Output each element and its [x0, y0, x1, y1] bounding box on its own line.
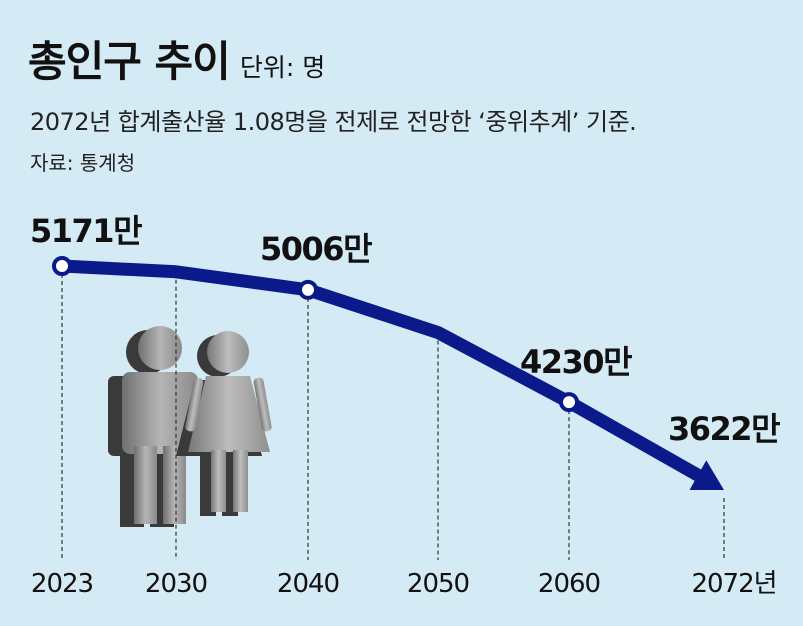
- data-labels: 5171만 5006만 4230만 3622만: [30, 212, 782, 448]
- chart-title: 총인구 추이: [28, 37, 231, 86]
- data-label: 3622만: [668, 410, 780, 448]
- data-point-marker: [298, 279, 318, 300]
- data-point-marker: [559, 392, 579, 413]
- title-row: 총인구 추이 단위: 명: [28, 28, 325, 89]
- data-label: 5171만: [30, 212, 142, 250]
- x-tick-label: 2050: [407, 569, 469, 599]
- data-label: 4230만: [520, 343, 632, 381]
- source-note: 자료: 통계청: [30, 151, 136, 175]
- data-label: 5006만: [260, 230, 372, 268]
- x-tick-label: 2030: [145, 569, 207, 599]
- arrow-head-icon: [689, 460, 724, 490]
- data-markers: [52, 256, 579, 413]
- x-tick-label: 2072년: [691, 569, 776, 599]
- series-line: [55, 259, 724, 490]
- x-tick-label: 2023: [31, 569, 93, 599]
- x-tick-label: 2060: [538, 569, 600, 599]
- chart-subtitle: 2072년 합계출산율 1.08명을 전제로 전망한 ‘중위추계’ 기준.: [30, 108, 637, 136]
- guide-lines: [61, 274, 725, 560]
- people-illustration-icon: [108, 326, 272, 527]
- x-axis-labels: 2023 2030 2040 2050 2060 2072년: [31, 569, 778, 599]
- series-polyline: [55, 259, 705, 482]
- chart-header: 총인구 추이 단위: 명: [28, 28, 325, 89]
- x-tick-label: 2040: [277, 569, 339, 599]
- unit-label: 단위: 명: [239, 53, 326, 82]
- data-point-marker: [52, 256, 72, 276]
